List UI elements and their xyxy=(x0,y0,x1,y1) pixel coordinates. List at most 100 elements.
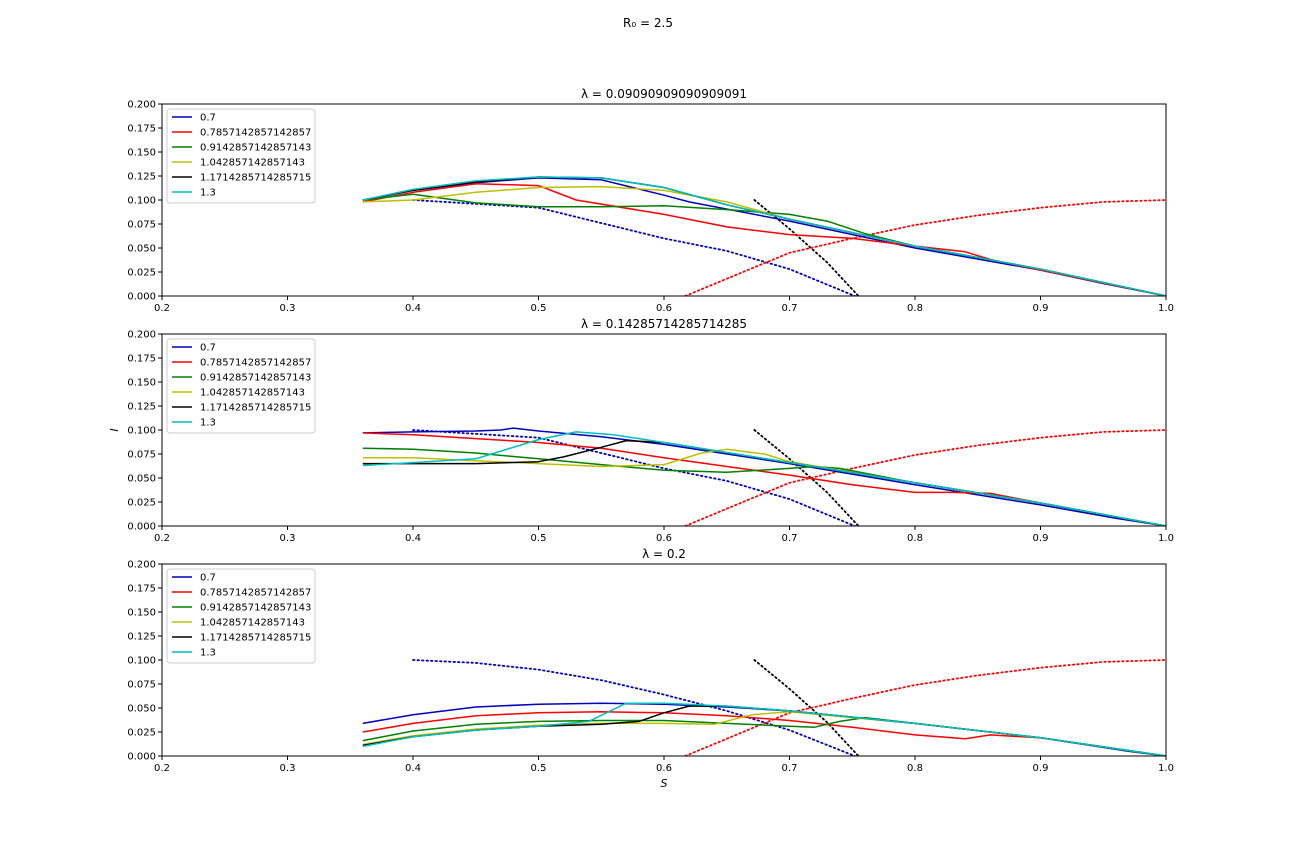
x-tick-label: 0.6 xyxy=(656,303,672,314)
y-tick-label: 0.150 xyxy=(127,378,156,389)
y-tick-label: 0.025 xyxy=(127,728,156,739)
x-tick-label: 0.7 xyxy=(782,533,798,544)
series-line-1 xyxy=(362,427,1166,526)
y-tick-label: 0.000 xyxy=(127,522,156,533)
guide-curve-3 xyxy=(684,659,1166,756)
legend-label: 1.1714285714285715 xyxy=(200,173,311,184)
y-tick-label: 0.175 xyxy=(127,354,156,365)
guide-curve-1 xyxy=(412,429,856,526)
y-tick-label: 0.050 xyxy=(127,704,156,715)
x-tick-label: 0.7 xyxy=(782,303,798,314)
x-tick-label: 0.9 xyxy=(1033,763,1049,774)
y-tick-label: 0.075 xyxy=(127,220,156,231)
series-line-6 xyxy=(362,431,1166,526)
x-tick-label: 0.4 xyxy=(405,303,421,314)
legend-label: 0.9142857142857143 xyxy=(200,143,311,154)
legend-label: 1.3 xyxy=(200,418,216,429)
guide-curve-1 xyxy=(412,199,856,296)
y-tick-label: 0.200 xyxy=(127,560,156,571)
axes-frame xyxy=(161,103,1167,297)
x-tick-label: 0.3 xyxy=(280,303,296,314)
guide-curve-3 xyxy=(684,199,1166,296)
x-tick-label: 0.2 xyxy=(154,533,170,544)
x-tick-label: 0.4 xyxy=(405,763,421,774)
x-tick-label: 0.5 xyxy=(531,303,547,314)
legend-label: 1.3 xyxy=(200,188,216,199)
legend-label: 1.042857142857143 xyxy=(200,618,305,629)
plot-area xyxy=(162,104,1166,296)
y-axis-label: I xyxy=(108,428,121,431)
x-tick-label: 1.0 xyxy=(1158,533,1174,544)
subplot-3: λ = 0.2 0.2 0.3 0.4 0.5 0.6 0.7 0.8 0.9 1.0 0.000 0… xyxy=(127,547,1174,774)
y-tick-label: 0.050 xyxy=(127,474,156,485)
y-tick-label: 0.100 xyxy=(127,196,156,207)
y-tick-label: 0.050 xyxy=(127,244,156,255)
y-tick-label: 0.125 xyxy=(127,402,156,413)
x-tick-label: 0.8 xyxy=(907,533,923,544)
y-tick-label: 0.175 xyxy=(127,584,156,595)
x-tick-label: 0.2 xyxy=(154,303,170,314)
y-tick-label: 0.025 xyxy=(127,268,156,279)
series-line-6 xyxy=(362,176,1166,296)
x-tick-label: 1.0 xyxy=(1158,303,1174,314)
y-tick-label: 0.000 xyxy=(127,752,156,763)
y-tick-label: 0.100 xyxy=(127,426,156,437)
x-tick-label: 0.6 xyxy=(656,763,672,774)
legend: 0.7 0.7857142857142857 0.9142857142857143 1… xyxy=(166,568,316,664)
series-line-6 xyxy=(362,702,1166,756)
y-tick-label: 0.125 xyxy=(127,632,156,643)
figure-suptitle: R₀ = 2.5 xyxy=(623,16,673,30)
legend-label: 0.7857142857142857 xyxy=(200,588,311,599)
legend-label: 1.1714285714285715 xyxy=(200,633,311,644)
series-line-2 xyxy=(362,711,1166,756)
subplot-1: λ = 0.09090909090909091 0.2 0.3 0.4 0.5 0.6 0.… xyxy=(127,87,1174,314)
legend-label: 0.7 xyxy=(200,343,216,354)
legend-label: 0.7 xyxy=(200,573,216,584)
x-tick-label: 0.9 xyxy=(1033,533,1049,544)
legend-label: 1.1714285714285715 xyxy=(200,403,311,414)
y-tick-label: 0.025 xyxy=(127,498,156,509)
x-tick-label: 0.2 xyxy=(154,763,170,774)
guide-curve-3 xyxy=(684,429,1166,526)
x-tick-label: 0.8 xyxy=(907,763,923,774)
legend-box xyxy=(166,108,316,204)
x-tick-label: 0.4 xyxy=(405,533,421,544)
guide-curve-2 xyxy=(753,429,860,526)
y-tick-label: 0.175 xyxy=(127,124,156,135)
legend-label: 0.7 xyxy=(200,113,216,124)
legend-label: 0.9142857142857143 xyxy=(200,373,311,384)
legend: 0.7 0.7857142857142857 0.9142857142857143 1… xyxy=(166,338,316,434)
legend-label: 1.042857142857143 xyxy=(200,388,305,399)
y-tick-label: 0.125 xyxy=(127,172,156,183)
legend-label: 1.3 xyxy=(200,648,216,659)
series-line-2 xyxy=(362,182,1166,296)
x-tick-label: 0.7 xyxy=(782,763,798,774)
legend-box xyxy=(166,568,316,664)
y-tick-label: 0.200 xyxy=(127,100,156,111)
subplot-title: λ = 0.2 xyxy=(642,547,686,561)
legend-label: 0.7857142857142857 xyxy=(200,358,311,369)
x-tick-label: 0.6 xyxy=(656,533,672,544)
legend: 0.7 0.7857142857142857 0.9142857142857143 1… xyxy=(166,108,316,204)
axes-frame xyxy=(161,333,1167,527)
axes-frame xyxy=(161,563,1167,757)
legend-label: 1.042857142857143 xyxy=(200,158,305,169)
subplot-2: λ = 0.14285714285714285 0.2 0.3 0.4 0.5 0.6 0.… xyxy=(127,317,1174,544)
x-tick-label: 0.8 xyxy=(907,303,923,314)
x-tick-label: 1.0 xyxy=(1158,763,1174,774)
x-tick-label: 0.9 xyxy=(1033,303,1049,314)
y-tick-label: 0.075 xyxy=(127,680,156,691)
legend-box xyxy=(166,338,316,434)
subplot-title: λ = 0.14285714285714285 xyxy=(581,317,747,331)
legend-label: 0.9142857142857143 xyxy=(200,603,311,614)
y-tick-label: 0.075 xyxy=(127,450,156,461)
x-tick-label: 0.3 xyxy=(280,763,296,774)
x-tick-label: 0.5 xyxy=(531,763,547,774)
y-tick-label: 0.200 xyxy=(127,330,156,341)
plot-area xyxy=(162,334,1166,526)
guide-curve-2 xyxy=(753,659,860,756)
y-tick-label: 0.000 xyxy=(127,292,156,303)
legend-label: 0.7857142857142857 xyxy=(200,128,311,139)
subplot-title: λ = 0.09090909090909091 xyxy=(581,87,747,101)
